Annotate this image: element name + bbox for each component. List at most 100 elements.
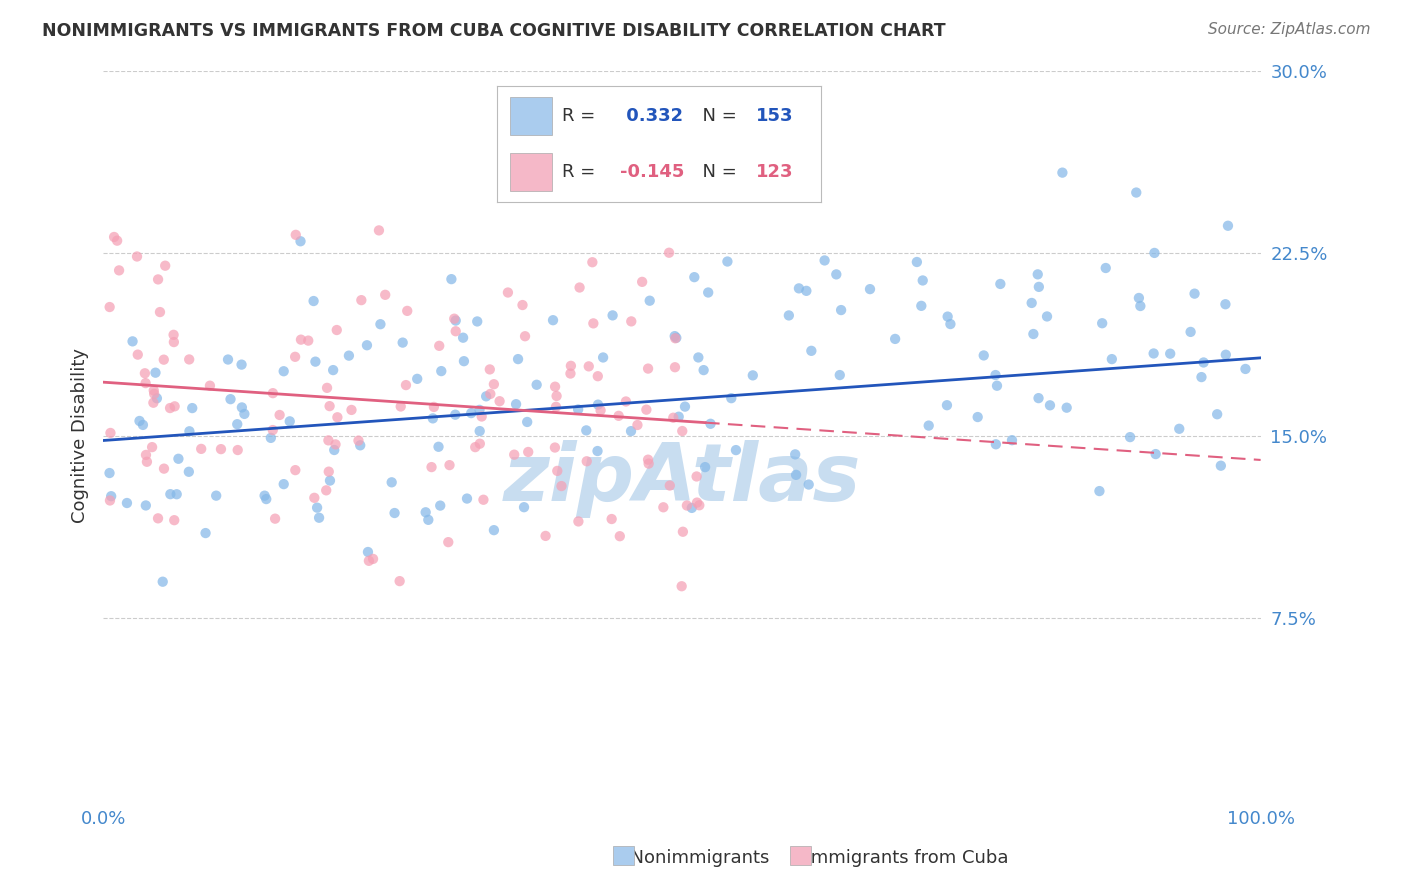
- Point: [318, 465, 340, 479]
- Point: [671, 424, 693, 438]
- Point: [143, 387, 166, 401]
- Point: [471, 409, 494, 424]
- Point: [231, 358, 253, 372]
- Point: [1180, 325, 1202, 339]
- Point: [395, 378, 418, 392]
- Point: [686, 495, 709, 509]
- Point: [326, 410, 349, 425]
- Point: [100, 425, 122, 440]
- Point: [658, 478, 681, 492]
- Point: [984, 368, 1007, 382]
- Point: [513, 500, 536, 515]
- Point: [785, 467, 807, 482]
- Point: [418, 513, 440, 527]
- Point: [100, 489, 122, 503]
- Point: [592, 351, 614, 365]
- Point: [475, 389, 498, 403]
- Point: [315, 483, 337, 498]
- Point: [1094, 260, 1116, 275]
- Point: [406, 372, 429, 386]
- Point: [652, 500, 675, 515]
- Point: [828, 368, 851, 382]
- Point: [600, 512, 623, 526]
- Point: [304, 491, 326, 505]
- Point: [631, 275, 654, 289]
- Point: [884, 332, 907, 346]
- Point: [141, 440, 163, 454]
- Point: [451, 331, 474, 345]
- Point: [586, 369, 609, 384]
- Point: [479, 387, 502, 401]
- Point: [318, 399, 340, 413]
- Point: [578, 359, 600, 374]
- Point: [456, 491, 478, 506]
- Point: [541, 313, 564, 327]
- Point: [699, 417, 721, 431]
- Point: [544, 380, 567, 394]
- Point: [465, 314, 488, 328]
- Point: [1159, 347, 1181, 361]
- Point: [607, 409, 630, 423]
- Point: [1206, 407, 1229, 421]
- Point: [800, 343, 823, 358]
- Point: [152, 574, 174, 589]
- Point: [1215, 297, 1237, 311]
- Point: [796, 284, 818, 298]
- Point: [516, 415, 538, 429]
- Point: [813, 253, 835, 268]
- Point: [105, 234, 128, 248]
- Point: [98, 493, 121, 508]
- Point: [349, 438, 371, 452]
- Point: [146, 272, 169, 286]
- Point: [396, 304, 419, 318]
- Point: [163, 334, 186, 349]
- Point: [986, 378, 1008, 392]
- Point: [98, 300, 121, 314]
- Point: [307, 500, 329, 515]
- Point: [166, 487, 188, 501]
- Point: [444, 324, 467, 338]
- Point: [209, 442, 232, 457]
- Point: [797, 477, 820, 491]
- Point: [190, 442, 212, 456]
- Point: [911, 273, 934, 287]
- Point: [620, 424, 643, 438]
- Point: [149, 305, 172, 319]
- Point: [361, 552, 384, 566]
- Point: [127, 348, 149, 362]
- Point: [439, 458, 461, 472]
- Point: [482, 377, 505, 392]
- Point: [1215, 348, 1237, 362]
- Point: [146, 391, 169, 405]
- Point: [966, 410, 988, 425]
- Point: [429, 499, 451, 513]
- Point: [830, 303, 852, 318]
- Point: [262, 423, 284, 437]
- Point: [478, 362, 501, 376]
- Point: [468, 436, 491, 450]
- Point: [423, 400, 446, 414]
- Point: [121, 334, 143, 349]
- Point: [162, 327, 184, 342]
- Point: [602, 309, 624, 323]
- Point: [513, 329, 536, 343]
- Point: [664, 331, 686, 345]
- Point: [443, 311, 465, 326]
- Point: [505, 397, 527, 411]
- Point: [1144, 447, 1167, 461]
- Point: [973, 348, 995, 362]
- Text: Source: ZipAtlas.com: Source: ZipAtlas.com: [1208, 22, 1371, 37]
- Point: [534, 529, 557, 543]
- Point: [453, 354, 475, 368]
- Point: [589, 403, 612, 417]
- Point: [905, 255, 928, 269]
- Point: [683, 270, 706, 285]
- Point: [278, 414, 301, 428]
- Point: [135, 376, 157, 391]
- Point: [1039, 398, 1062, 412]
- Point: [544, 441, 567, 455]
- Point: [1021, 296, 1043, 310]
- Point: [637, 452, 659, 467]
- Point: [567, 515, 589, 529]
- Point: [284, 227, 307, 242]
